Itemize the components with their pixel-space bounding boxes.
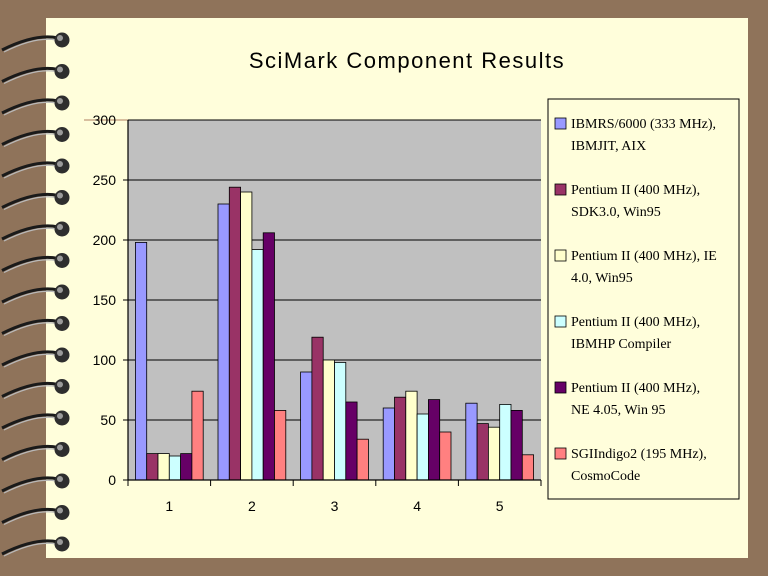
spiral-ring	[1, 158, 70, 179]
y-tick-label: 50	[100, 412, 116, 428]
legend-label: SDK3.0, Win95	[571, 205, 661, 220]
spiral-ring	[1, 32, 70, 53]
spiral-ring	[1, 64, 70, 85]
bar	[274, 409, 287, 481]
bar	[510, 409, 523, 481]
bar	[465, 402, 478, 481]
bar	[394, 396, 407, 481]
spiral-ring	[1, 190, 70, 211]
bar	[240, 191, 253, 481]
bar	[427, 399, 441, 481]
spiral-ring	[1, 253, 70, 274]
legend-swatch	[554, 447, 567, 460]
legend-swatch	[554, 117, 567, 130]
bar	[439, 431, 452, 481]
y-tick-label: 0	[108, 472, 116, 488]
bar	[168, 455, 182, 481]
x-tick-label: 4	[413, 498, 421, 514]
bar	[345, 401, 358, 481]
bar	[251, 249, 264, 481]
legend-swatch	[554, 381, 567, 394]
spiral-ring	[1, 379, 70, 400]
y-tick-label: 200	[93, 232, 117, 248]
bar	[134, 241, 148, 481]
legend-swatch	[554, 315, 567, 328]
bar	[157, 453, 170, 481]
chart-title: SciMark Component Results	[249, 48, 565, 73]
bar	[356, 438, 369, 481]
bar	[487, 426, 501, 481]
spiral-ring	[1, 442, 70, 463]
x-tick-label: 2	[248, 498, 256, 514]
x-tick-label: 5	[496, 498, 504, 514]
x-tick-label: 3	[331, 498, 339, 514]
legend-label: IBMJIT, AIX	[571, 139, 646, 154]
bar	[476, 423, 489, 481]
bar	[382, 407, 395, 481]
bar	[228, 186, 242, 481]
legend-box	[547, 98, 740, 500]
bar	[262, 232, 275, 481]
spiral-ring	[1, 221, 70, 242]
axes	[127, 120, 542, 486]
legend-label: 4.0, Win95	[571, 271, 633, 286]
bar	[334, 361, 347, 481]
legend-label: Pentium II (400 MHz),	[571, 315, 700, 330]
spiral-ring	[1, 505, 70, 526]
bar	[191, 390, 204, 481]
bar	[300, 371, 313, 481]
spiral-ring	[1, 536, 70, 557]
legend-label: NE 4.05, Win 95	[571, 403, 665, 418]
spiral-ring	[1, 473, 70, 494]
y-tick-label: 150	[93, 292, 117, 308]
bar	[180, 453, 193, 481]
y-tick-label: 100	[93, 352, 117, 368]
bar	[311, 336, 324, 481]
legend-label: Pentium II (400 MHz),	[571, 381, 700, 396]
legend-label: Pentium II (400 MHz), IE	[571, 249, 717, 264]
legend-label: SGIIndigo2 (195 MHz),	[571, 447, 707, 462]
legend-label: Pentium II (400 MHz),	[571, 183, 700, 198]
tick-labels: 0 50 100 150 200 250 300 1 2 3 4 5	[93, 112, 504, 514]
bar	[521, 454, 534, 481]
spiral-ring	[1, 127, 70, 148]
legend-swatch	[554, 249, 567, 262]
spiral-ring	[1, 284, 70, 305]
spiral-ring	[1, 347, 70, 368]
x-tick-label: 1	[165, 498, 173, 514]
spiral-ring	[1, 316, 70, 337]
bar	[405, 390, 418, 481]
y-tick-label: 300	[93, 112, 117, 128]
bar	[322, 359, 335, 481]
legend-label: CosmoCode	[571, 469, 640, 484]
legend-swatch	[554, 183, 567, 196]
spiral-ring	[1, 410, 70, 431]
bar	[146, 453, 159, 481]
legend: IBMRS/6000 (333 MHz), IBMJIT, AIX Pentium …	[547, 98, 740, 500]
bar	[217, 203, 230, 481]
y-tick-label: 250	[93, 172, 117, 188]
legend-label: IBMHP Compiler	[571, 337, 672, 352]
legend-label: IBMRS/6000 (333 MHz),	[571, 117, 716, 132]
bars	[134, 186, 534, 481]
spiral-ring	[1, 95, 70, 116]
bar	[499, 403, 512, 481]
bar	[416, 413, 429, 481]
